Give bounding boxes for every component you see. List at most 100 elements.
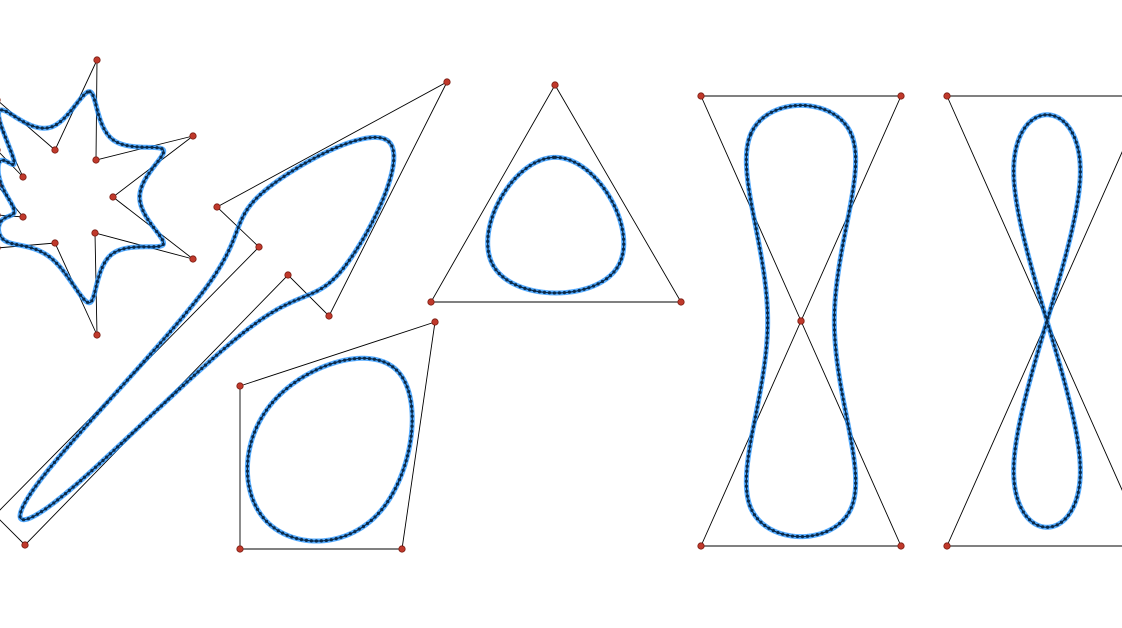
control-point[interactable] [19, 173, 27, 181]
control-point[interactable] [897, 542, 905, 550]
curve-sample-dot [836, 368, 840, 372]
curve-sample-dot [852, 140, 856, 144]
curve-sample-dot [237, 334, 242, 338]
curve-sample-dot [610, 199, 614, 203]
curve-sample-dot [528, 288, 532, 292]
curve-sample-dot [825, 529, 829, 534]
curve-sample-dot [245, 327, 250, 332]
curve-sample-dot [391, 365, 395, 369]
curve-sample-dot [1021, 510, 1025, 514]
curve-sample-dot [845, 417, 849, 421]
curve-sample-dot [748, 197, 753, 201]
curve-sample-dot [1012, 482, 1016, 486]
curve-sample-dot [823, 108, 827, 112]
control-point[interactable] [91, 229, 99, 237]
control-point[interactable] [51, 239, 59, 247]
curve-sample-dot [836, 115, 840, 119]
curve-sample-dot [756, 236, 760, 241]
curve-sample-dot [352, 357, 357, 361]
curve-sample-dot [404, 459, 408, 463]
control-point[interactable] [213, 203, 221, 211]
control-point[interactable] [236, 545, 244, 553]
control-point[interactable] [93, 331, 101, 339]
control-point[interactable] [189, 255, 197, 263]
curve-sample-dot [1014, 144, 1019, 148]
control-point[interactable] [19, 213, 27, 221]
curve-sample-dot [745, 172, 749, 177]
curve-sample-dot [1054, 348, 1058, 352]
control-point[interactable] [51, 146, 59, 154]
control-point[interactable] [93, 56, 101, 64]
curve-sample-dot [1042, 330, 1046, 334]
control-point[interactable] [943, 542, 951, 550]
control-point[interactable] [109, 193, 117, 201]
curve-sample-dot [1064, 387, 1068, 391]
control-point[interactable] [677, 298, 685, 306]
curve-sample-dot [619, 257, 623, 261]
curve-sample-dot [518, 285, 522, 289]
curve-sample-dot [241, 331, 246, 335]
curve-sample-dot [621, 252, 625, 256]
curve-sample-dot [357, 356, 362, 360]
curve-sample-dot [745, 464, 749, 468]
curve-sample-dot [764, 286, 768, 290]
control-point[interactable] [398, 545, 406, 553]
control-point[interactable] [551, 81, 559, 89]
curve-sample-dot [841, 397, 845, 401]
curve-sample-dot [1012, 159, 1016, 163]
star-spline [0, 56, 197, 339]
control-point[interactable] [697, 542, 705, 550]
control-point[interactable] [797, 317, 805, 325]
curve-sample-dot [262, 316, 266, 320]
curve-sample-dot [104, 131, 109, 135]
curve-sample-dot [1030, 369, 1035, 373]
curve-sample-dot [29, 246, 33, 250]
control-point[interactable] [325, 312, 333, 320]
curve-sample-dot [747, 138, 751, 142]
control-point[interactable] [697, 92, 705, 100]
curve-sample-dot [48, 504, 52, 508]
curve-sample-dot [1013, 193, 1018, 198]
curve-sample-dot [82, 475, 87, 479]
curve-sample-dot [764, 351, 768, 355]
control-point[interactable] [943, 92, 951, 100]
curve-sample-dot [159, 155, 163, 159]
curve-sample-dot [233, 235, 237, 239]
control-point[interactable] [427, 298, 435, 306]
curve-sample-dot [851, 189, 855, 194]
curve-sample-dot [160, 238, 164, 242]
curve-sample-dot [850, 446, 855, 451]
curve-sample-dot [69, 109, 73, 113]
curve-sample-dot [833, 293, 838, 297]
curve-sample-dot [13, 115, 17, 119]
control-point[interactable] [443, 78, 451, 86]
curve-sample-dot [838, 382, 843, 387]
control-point[interactable] [255, 243, 263, 251]
control-point[interactable] [897, 92, 905, 100]
curve-sample-dot [21, 120, 26, 124]
curve-sample-dot [771, 529, 775, 533]
curve-sample-dot [316, 154, 321, 158]
curve-sample-dot [763, 523, 767, 528]
control-point[interactable] [236, 382, 244, 390]
curve-sample-dot [152, 348, 156, 352]
curve-sample-dots [18, 135, 396, 522]
control-point[interactable] [92, 156, 100, 164]
curve-sample-dot [112, 393, 116, 397]
curve-sample-dot [1071, 504, 1076, 509]
curve-sample-dot [756, 400, 760, 404]
curve-sample-dot [92, 415, 96, 419]
control-point[interactable] [189, 132, 197, 140]
curve-sample-dot [589, 172, 593, 176]
curve-sample-dot [98, 408, 103, 412]
control-point[interactable] [284, 271, 292, 279]
curve-sample-dot [744, 479, 748, 483]
curve-sample-dot [141, 421, 145, 425]
control-point[interactable] [21, 541, 29, 549]
curve-sample-dot [328, 362, 332, 366]
curve-sample-dot [245, 207, 249, 212]
curve-sample-dot [759, 251, 763, 255]
curve-sample-dot [236, 225, 240, 230]
curve-sample-dot [853, 165, 858, 169]
control-point[interactable] [431, 318, 439, 326]
